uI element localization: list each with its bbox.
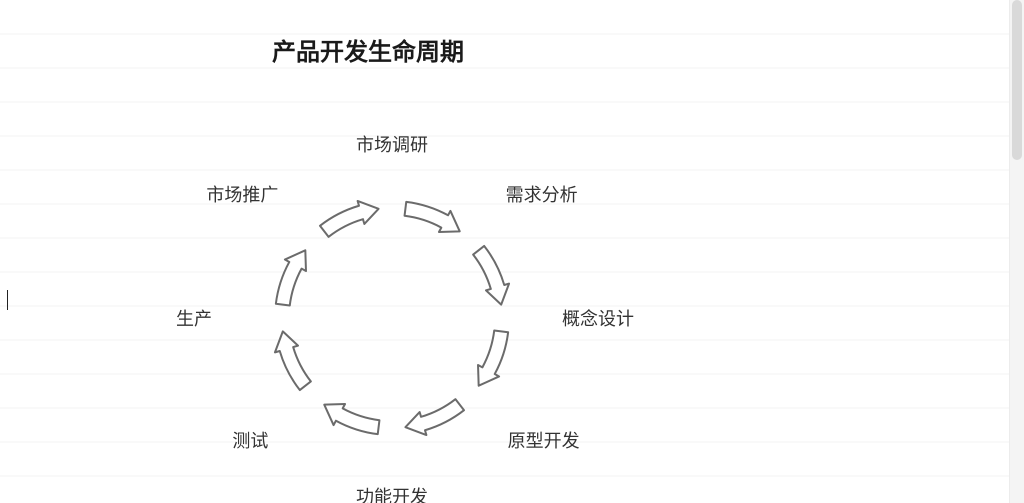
scrollbar-thumb[interactable] (1012, 0, 1022, 160)
cycle-arrow (405, 202, 460, 232)
cycle-node-testing: 测试 (232, 427, 268, 453)
text-caret (7, 290, 8, 310)
cycle-arrow (478, 331, 508, 386)
cycle-arrow (473, 246, 509, 305)
cycle-node-production: 生产 (176, 305, 212, 331)
cycle-arrow (275, 331, 311, 390)
cycle-arrow (276, 250, 306, 305)
cycle-node-feature-dev: 功能开发 (356, 483, 428, 503)
cycle-node-marketing: 市场推广 (206, 181, 278, 207)
scrollbar-track[interactable] (1009, 0, 1024, 503)
cycle-arrow (405, 399, 464, 435)
cycle-node-requirements: 需求分析 (506, 181, 578, 207)
cycle-node-prototype: 原型开发 (508, 427, 580, 453)
cycle-arrow (320, 201, 379, 237)
cycle-arrow (324, 404, 379, 434)
cycle-node-market-research: 市场调研 (356, 131, 428, 157)
cycle-node-concept-design: 概念设计 (562, 305, 634, 331)
